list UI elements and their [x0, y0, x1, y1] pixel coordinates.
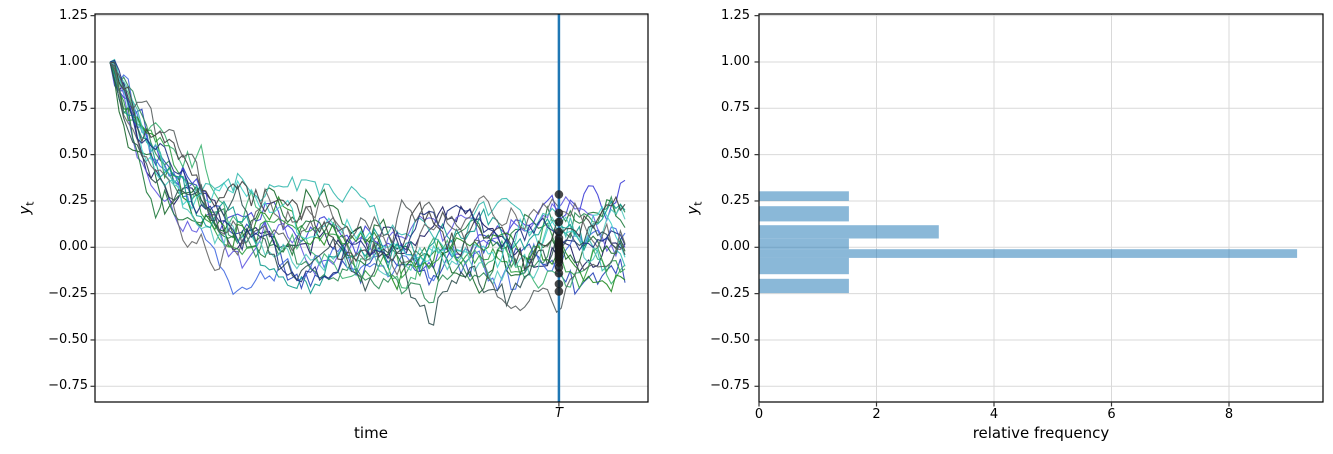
- hist-bar: [759, 191, 849, 201]
- trajectory-line: [109, 58, 626, 272]
- trajectory-line: [109, 61, 626, 277]
- left-y-axis-label-symbol: y: [15, 205, 34, 215]
- right-y-tick-label: 1.25: [721, 7, 750, 23]
- left-y-tick-label: 0.00: [59, 239, 88, 255]
- left-y-axis-label-subscript: t: [23, 201, 37, 206]
- axes-frame: [94, 13, 649, 403]
- right-y-tick-label: 0.50: [721, 146, 750, 162]
- right-x-tick-label: 2: [872, 407, 881, 422]
- right-x-tick-label: 8: [1224, 407, 1234, 422]
- left-y-tick-label: 0.25: [59, 192, 88, 208]
- observation-dot: [554, 268, 564, 278]
- trajectory-line: [109, 59, 626, 283]
- right-y-tick-label: 1.00: [721, 53, 750, 69]
- axes-frame: [758, 13, 1324, 403]
- left-y-tick-label: 1.00: [59, 53, 88, 69]
- hist-bar: [759, 278, 849, 294]
- observation-dot: [554, 217, 564, 227]
- right-y-tick-label: 0.25: [721, 192, 750, 208]
- left-y-tick-label: −0.75: [48, 378, 88, 394]
- observation-dot: [554, 227, 564, 237]
- left-y-axis-label: yt: [16, 201, 37, 214]
- left-x-axis-label: time: [354, 424, 388, 442]
- trajectory-line: [109, 61, 626, 271]
- observation-dot: [554, 190, 564, 199]
- observation-dot: [554, 279, 564, 289]
- right-y-tick-label: −0.75: [710, 378, 750, 394]
- left-x-tick-label-T: T: [555, 406, 563, 421]
- left-y-tick-label: 1.25: [59, 7, 88, 23]
- trajectory-line: [109, 61, 626, 289]
- left-y-tick-label: −0.25: [48, 285, 88, 301]
- left-y-tick-label: −0.50: [48, 331, 88, 347]
- observation-dot: [554, 287, 564, 296]
- hist-bar: [759, 257, 849, 275]
- left-y-tick-label: 0.75: [59, 100, 88, 116]
- trajectory-line: [109, 61, 626, 326]
- right-x-tick-label: 4: [989, 407, 999, 422]
- observation-dot: [554, 208, 564, 218]
- trajectory-line: [109, 61, 626, 276]
- trajectory-line: [109, 61, 626, 272]
- right-x-tick-label: 0: [754, 407, 764, 422]
- trajectory-line: [109, 61, 626, 314]
- trajectory-line: [109, 60, 626, 269]
- observation-dot: [554, 263, 564, 272]
- trajectory-group: [109, 58, 626, 326]
- trajectory-line: [109, 61, 626, 295]
- right-y-tick-label: −0.25: [710, 285, 750, 301]
- hist-bar: [759, 249, 1298, 258]
- right-y-axis-label-symbol: y: [683, 205, 702, 215]
- hist-bar: [759, 238, 849, 250]
- left-y-tick-label: 0.50: [59, 146, 88, 162]
- trajectory-line: [109, 61, 626, 295]
- right-y-tick-label: −0.50: [710, 331, 750, 347]
- right-y-tick-label: 0.00: [721, 239, 750, 255]
- hist-bar: [759, 225, 939, 239]
- histogram-group: [759, 191, 1298, 294]
- trajectory-line: [109, 61, 626, 296]
- right-y-tick-label: 0.75: [721, 100, 750, 116]
- right-x-tick-label: 6: [1107, 407, 1116, 422]
- right-x-axis-label: relative frequency: [972, 424, 1110, 442]
- hist-bar: [759, 206, 849, 222]
